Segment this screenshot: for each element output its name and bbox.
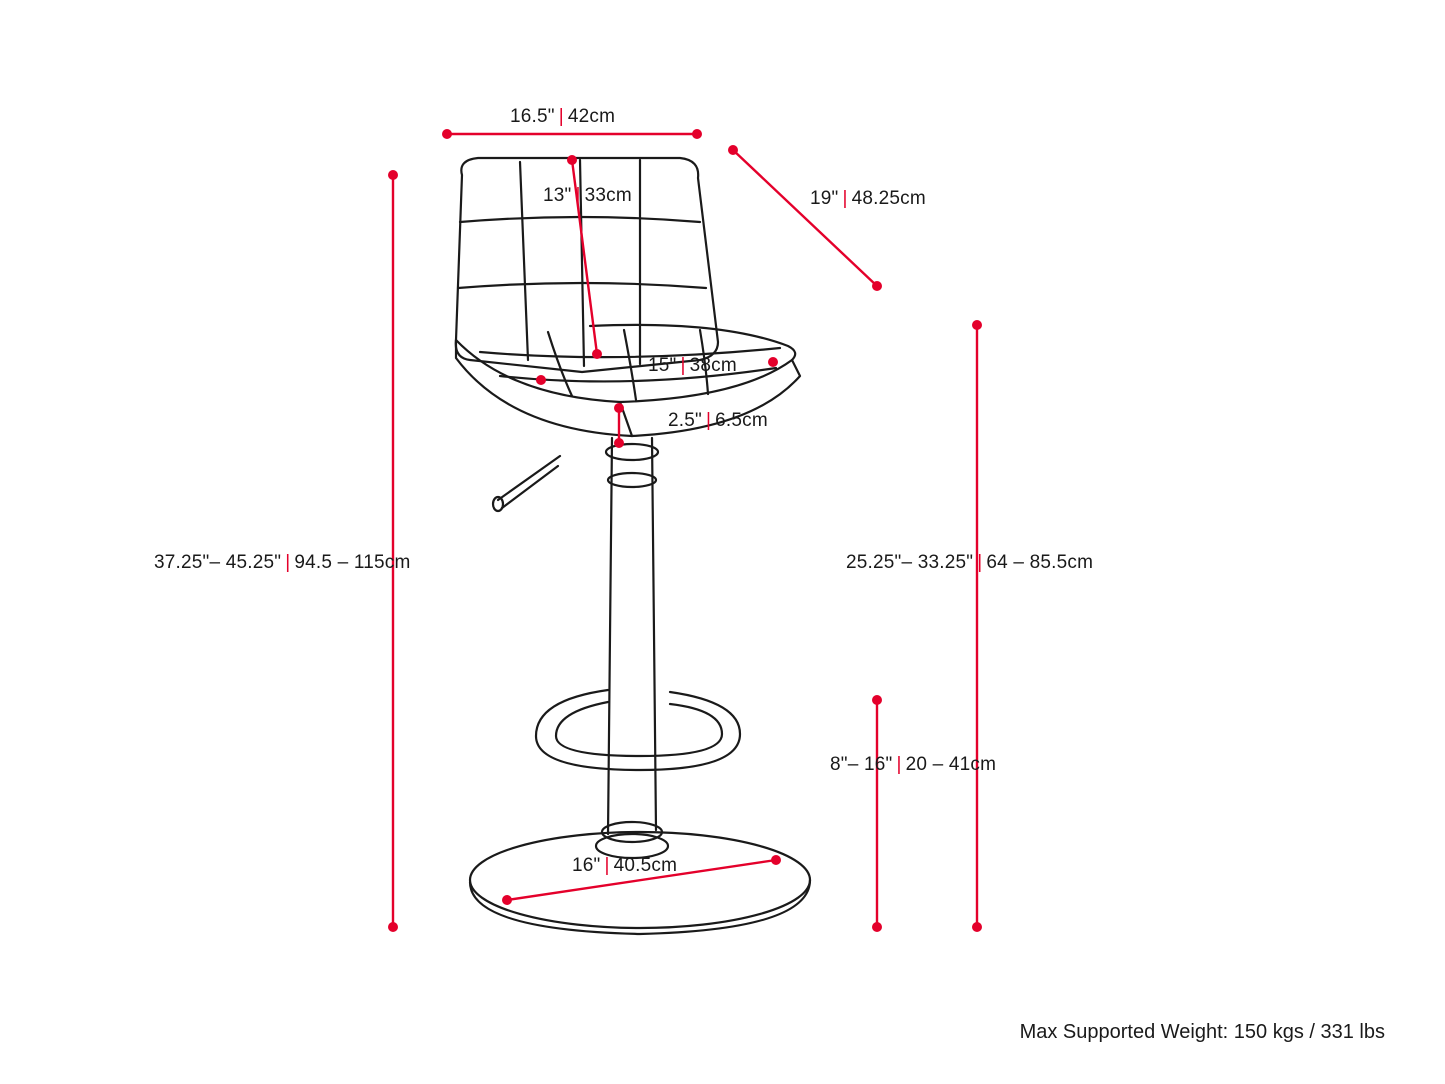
dim-metric: 20 – 41cm <box>906 754 997 775</box>
dim-imperial: 37.25"– 45.25" <box>154 552 281 573</box>
dim-separator: | <box>281 552 294 573</box>
dim-separator: | <box>973 552 986 573</box>
dim-metric: 6.5cm <box>715 410 768 431</box>
max-weight-note: Max Supported Weight: 150 kgs / 331 lbs <box>1020 1021 1385 1044</box>
dim-seat_depth_diag: 19"|48.25cm <box>810 188 926 210</box>
dim-metric: 64 – 85.5cm <box>986 552 1093 573</box>
dim-separator: | <box>676 355 689 376</box>
dim-seat_width: 15"|38cm <box>648 355 737 377</box>
dim-separator: | <box>838 188 851 209</box>
dim-metric: 94.5 – 115cm <box>294 552 410 573</box>
dim-imperial: 16.5" <box>510 106 555 127</box>
dim-imperial: 8"– 16" <box>830 754 892 775</box>
dim-base_diameter: 16"|40.5cm <box>572 855 677 877</box>
dim-separator: | <box>571 185 584 206</box>
dim-overall_height: 37.25"– 45.25"|94.5 – 115cm <box>154 552 411 574</box>
dim-metric: 48.25cm <box>852 188 926 209</box>
dim-metric: 40.5cm <box>614 855 678 876</box>
dim-imperial: 25.25"– 33.25" <box>846 552 973 573</box>
dim-metric: 38cm <box>690 355 737 376</box>
dim-separator: | <box>892 754 905 775</box>
dim-footrest_height: 8"– 16"|20 – 41cm <box>830 754 996 776</box>
dim-back_height: 13"|33cm <box>543 185 632 207</box>
dim-imperial: 16" <box>572 855 600 876</box>
dimension-diagram: 16.5"|42cm19"|48.25cm13"|33cm15"|38cm2.5… <box>0 0 1445 1084</box>
dim-metric: 42cm <box>568 106 615 127</box>
dim-width_top: 16.5"|42cm <box>510 106 615 128</box>
dim-separator: | <box>600 855 613 876</box>
dimension-lines <box>0 0 1445 1084</box>
dim-metric: 33cm <box>585 185 632 206</box>
dim-imperial: 15" <box>648 355 676 376</box>
dim-imperial: 13" <box>543 185 571 206</box>
dim-seat_thickness: 2.5"|6.5cm <box>668 410 768 432</box>
dim-separator: | <box>702 410 715 431</box>
dim-seat_height: 25.25"– 33.25"|64 – 85.5cm <box>846 552 1093 574</box>
dim-separator: | <box>555 106 568 127</box>
dim-imperial: 2.5" <box>668 410 702 431</box>
dim-imperial: 19" <box>810 188 838 209</box>
